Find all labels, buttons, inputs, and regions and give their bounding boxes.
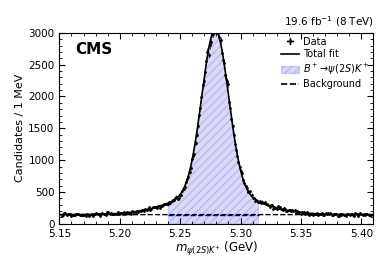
X-axis label: $\mathit{m}_{\psi(2S)K^{+}}$ (GeV): $\mathit{m}_{\psi(2S)K^{+}}$ (GeV) xyxy=(175,240,258,258)
Y-axis label: Candidates / 1 MeV: Candidates / 1 MeV xyxy=(15,74,26,182)
Text: 19.6 fb$^{-1}$ (8 TeV): 19.6 fb$^{-1}$ (8 TeV) xyxy=(283,14,373,29)
Legend: Data, Total fit, $B^+\!\rightarrow\!\psi(2S)K^+$, Background: Data, Total fit, $B^+\!\rightarrow\!\psi… xyxy=(280,36,370,90)
Text: CMS: CMS xyxy=(75,42,112,57)
